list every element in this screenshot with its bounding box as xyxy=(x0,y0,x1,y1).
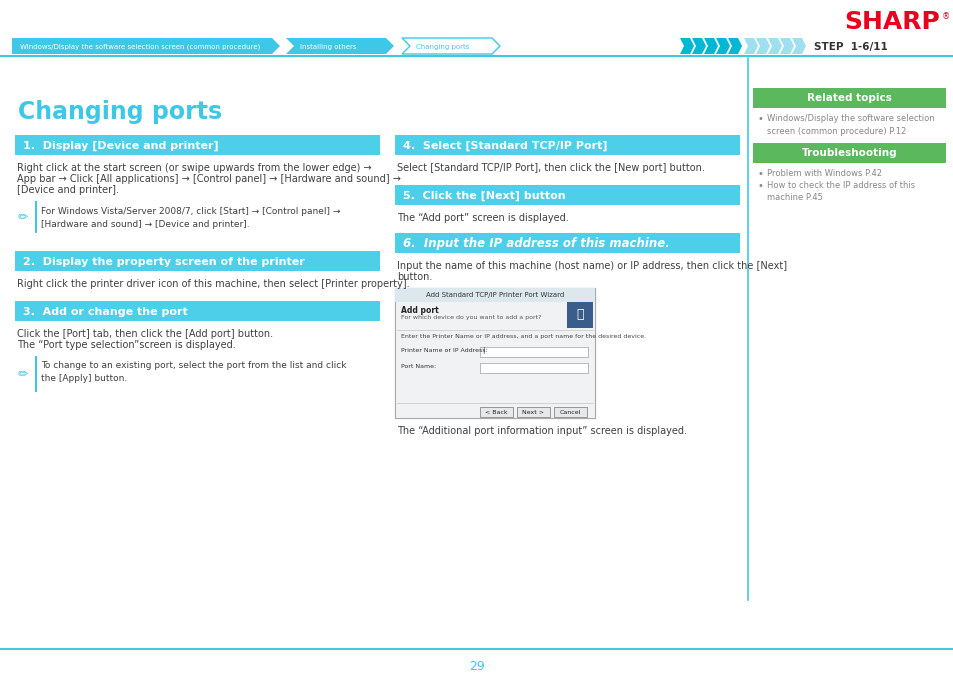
Text: App bar → Click [All applications] → [Control panel] → [Hardware and sound] →: App bar → Click [All applications] → [Co… xyxy=(17,174,400,184)
Polygon shape xyxy=(767,38,781,54)
Text: |: | xyxy=(481,348,484,354)
Polygon shape xyxy=(691,38,705,54)
Bar xyxy=(479,347,587,357)
Polygon shape xyxy=(679,38,693,54)
Text: 2.  Display the property screen of the printer: 2. Display the property screen of the pr… xyxy=(23,257,304,267)
Text: ®: ® xyxy=(941,13,949,22)
Polygon shape xyxy=(791,38,805,54)
Text: Add port: Add port xyxy=(400,306,438,315)
Text: ✏: ✏ xyxy=(18,211,29,225)
Bar xyxy=(395,233,740,253)
Text: Problem with Windows P.42: Problem with Windows P.42 xyxy=(766,169,882,178)
Bar xyxy=(554,407,586,417)
Text: The “Port type selection”screen is displayed.: The “Port type selection”screen is displ… xyxy=(17,340,235,350)
Text: Changing ports: Changing ports xyxy=(18,100,222,124)
Polygon shape xyxy=(743,38,758,54)
Text: Installing others: Installing others xyxy=(299,44,356,50)
Text: 4.  Select [Standard TCP/IP Port]: 4. Select [Standard TCP/IP Port] xyxy=(402,141,607,151)
Text: Right click at the start screen (or swipe upwards from the lower edge) →: Right click at the start screen (or swip… xyxy=(17,163,372,173)
Bar xyxy=(479,363,587,373)
Text: The “Additional port information input” screen is displayed.: The “Additional port information input” … xyxy=(396,426,686,436)
Text: STEP  1-6/11: STEP 1-6/11 xyxy=(813,42,887,52)
Bar xyxy=(479,347,587,357)
Bar xyxy=(15,301,379,321)
Text: Add Standard TCP/IP Printer Port Wizard: Add Standard TCP/IP Printer Port Wizard xyxy=(425,292,563,298)
Bar xyxy=(15,135,379,155)
Text: •: • xyxy=(758,114,763,124)
Bar xyxy=(566,302,593,328)
Text: 5.  Click the [Next] button: 5. Click the [Next] button xyxy=(402,191,565,201)
Polygon shape xyxy=(12,38,280,54)
Polygon shape xyxy=(780,38,793,54)
Text: Click the [Port] tab, then click the [Add port] button.: Click the [Port] tab, then click the [Ad… xyxy=(17,329,273,339)
Text: To change to an existing port, select the port from the list and click
the [Appl: To change to an existing port, select th… xyxy=(41,361,346,383)
Polygon shape xyxy=(401,38,499,54)
Text: For Windows Vista/Server 2008/7, click [Start] → [Control panel] →
[Hardware and: For Windows Vista/Server 2008/7, click [… xyxy=(41,207,340,230)
Text: •: • xyxy=(758,169,763,179)
Text: [Device and printer].: [Device and printer]. xyxy=(17,185,119,195)
Text: button.: button. xyxy=(396,272,432,282)
Text: Select [Standard TCP/IP Port], then click the [New port] button.: Select [Standard TCP/IP Port], then clic… xyxy=(396,163,704,173)
Text: For which device do you want to add a port?: For which device do you want to add a po… xyxy=(400,315,541,320)
Bar xyxy=(395,288,595,302)
Bar xyxy=(479,407,513,417)
Bar xyxy=(517,407,550,417)
Bar xyxy=(395,288,595,418)
Text: ✏: ✏ xyxy=(18,369,29,381)
Bar xyxy=(395,288,595,418)
Bar xyxy=(395,288,595,418)
Text: Next >: Next > xyxy=(521,410,543,414)
Text: 1.  Display [Device and printer]: 1. Display [Device and printer] xyxy=(23,141,218,151)
Text: The “Add port” screen is displayed.: The “Add port” screen is displayed. xyxy=(396,213,568,223)
Bar xyxy=(0,55,953,57)
Text: Cancel: Cancel xyxy=(558,410,580,414)
Text: Changing ports: Changing ports xyxy=(416,44,469,50)
Text: 6.  Input the IP address of this machine.: 6. Input the IP address of this machine. xyxy=(402,238,669,250)
Bar xyxy=(15,251,379,271)
Text: Windows/Display the software selection
screen (common procedure) P.12: Windows/Display the software selection s… xyxy=(766,114,934,136)
Polygon shape xyxy=(727,38,741,54)
Bar xyxy=(752,88,945,108)
Polygon shape xyxy=(716,38,729,54)
Text: Input the name of this machine (host name) or IP address, then click the [Next]: Input the name of this machine (host nam… xyxy=(396,261,786,271)
Text: SHARP: SHARP xyxy=(843,10,939,34)
Text: 29: 29 xyxy=(469,660,484,673)
Text: Enter the Printer Name or IP address, and a port name for the desired device.: Enter the Printer Name or IP address, an… xyxy=(400,334,645,339)
Polygon shape xyxy=(703,38,718,54)
Bar xyxy=(395,185,740,205)
Text: 3.  Add or change the port: 3. Add or change the port xyxy=(23,307,188,317)
Text: Related topics: Related topics xyxy=(806,93,891,103)
Text: Right click the printer driver icon of this machine, then select [Printer proper: Right click the printer driver icon of t… xyxy=(17,279,409,289)
Text: Printer Name or IP Address:: Printer Name or IP Address: xyxy=(400,348,487,353)
Bar xyxy=(0,648,953,650)
Bar xyxy=(37,201,379,233)
Text: •: • xyxy=(758,181,763,191)
Text: How to check the IP address of this
machine P.45: How to check the IP address of this mach… xyxy=(766,181,914,202)
Text: 🖨: 🖨 xyxy=(576,308,583,321)
Bar xyxy=(35,201,37,233)
Polygon shape xyxy=(286,38,394,54)
Bar xyxy=(752,143,945,163)
Text: < Back: < Back xyxy=(484,410,507,414)
Text: Troubleshooting: Troubleshooting xyxy=(801,148,897,158)
Polygon shape xyxy=(755,38,769,54)
Bar xyxy=(395,135,740,155)
Text: Port Name:: Port Name: xyxy=(400,364,436,369)
Text: Windows/Display the software selection screen (common procedure): Windows/Display the software selection s… xyxy=(20,44,260,50)
Bar xyxy=(35,356,37,392)
Bar xyxy=(15,201,35,233)
Bar xyxy=(479,363,587,373)
